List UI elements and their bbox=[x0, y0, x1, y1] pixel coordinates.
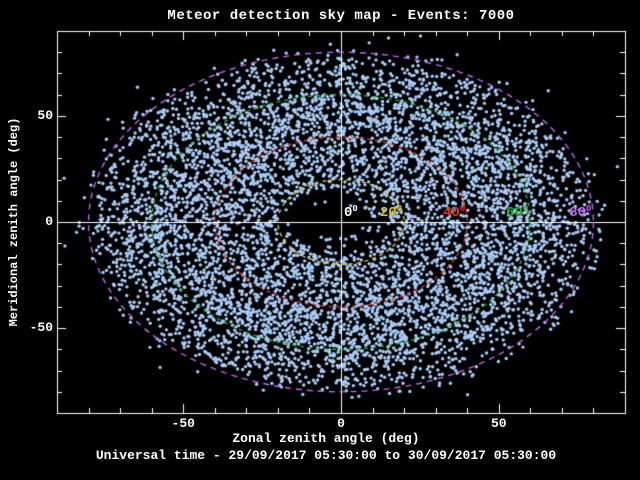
contour-label-text: 80 bbox=[569, 205, 587, 221]
degree-superscript: 0 bbox=[459, 204, 466, 214]
x-axis-label: Zonal zenith angle (deg) bbox=[232, 431, 420, 446]
contour-label-text: 0 bbox=[344, 205, 353, 221]
contour-label-60deg: 600 bbox=[506, 204, 529, 222]
contour-label-0deg: 00 bbox=[344, 204, 358, 222]
contour-label-text: 60 bbox=[506, 205, 523, 221]
y-tick-label-minus50: -50 bbox=[29, 320, 53, 336]
contour-label-80deg: 800 bbox=[569, 204, 592, 222]
x-tick-label-0: 0 bbox=[337, 416, 345, 431]
contour-label-40deg: 400 bbox=[443, 204, 466, 222]
y-axis-label: Meridional zenith angle (deg) bbox=[7, 117, 21, 327]
degree-superscript: 0 bbox=[522, 204, 529, 214]
chart-title: Meteor detection sky map - Events: 7000 bbox=[167, 8, 515, 24]
contour-label-text: 20 bbox=[379, 205, 397, 221]
y-tick-label-0: 0 bbox=[45, 214, 53, 229]
contour-label-text: 40 bbox=[443, 205, 460, 221]
universal-time-caption: Universal time - 29/09/2017 05:30:00 to … bbox=[95, 448, 557, 463]
degree-superscript: 0 bbox=[396, 204, 403, 214]
degree-superscript: 0 bbox=[586, 204, 592, 214]
y-tick-label-50: 50 bbox=[37, 107, 53, 123]
degree-superscript: 0 bbox=[352, 204, 358, 214]
x-tick-label-50: 50 bbox=[490, 416, 507, 431]
x-tick-label-minus50: -50 bbox=[171, 416, 195, 431]
contour-label-20deg: 200 bbox=[379, 204, 403, 222]
